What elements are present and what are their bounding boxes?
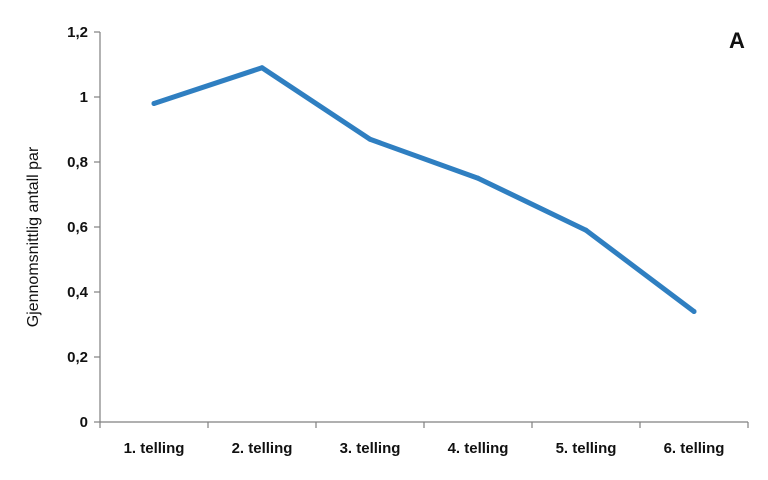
x-tick-label: 2. telling xyxy=(232,440,293,457)
x-tick-label: 3. telling xyxy=(340,440,401,457)
y-tick-label: 0,8 xyxy=(67,154,88,171)
x-tick-label: 1. telling xyxy=(124,440,185,457)
data-point xyxy=(691,309,697,314)
data-point xyxy=(475,175,481,181)
data-point xyxy=(259,65,265,71)
y-tick-label: 0,2 xyxy=(67,349,88,366)
y-tick-label: 1,2 xyxy=(67,24,88,41)
x-tick-label: 6. telling xyxy=(664,440,725,457)
y-tick-label: 0,6 xyxy=(67,219,88,236)
x-axis: 1. telling 2. telling 3. telling 4. telling… xyxy=(99,421,749,457)
data-point xyxy=(151,101,157,106)
y-tick-label: 0 xyxy=(80,414,88,431)
data-point xyxy=(367,136,373,142)
x-tick-label: 4. telling xyxy=(448,440,509,457)
y-axis: 0 0,2 0,4 0,6 0,8 1 1,2 xyxy=(67,24,101,431)
x-tick-label: 5. telling xyxy=(556,440,617,457)
series-group xyxy=(151,65,697,314)
panel-label: A xyxy=(729,28,745,53)
y-tick-label: 1 xyxy=(80,89,88,106)
y-axis-title: Gjennomsnittlig antall par xyxy=(25,146,42,327)
series-line xyxy=(151,65,697,314)
y-tick-label: 0,4 xyxy=(67,284,89,301)
data-point xyxy=(583,227,589,233)
